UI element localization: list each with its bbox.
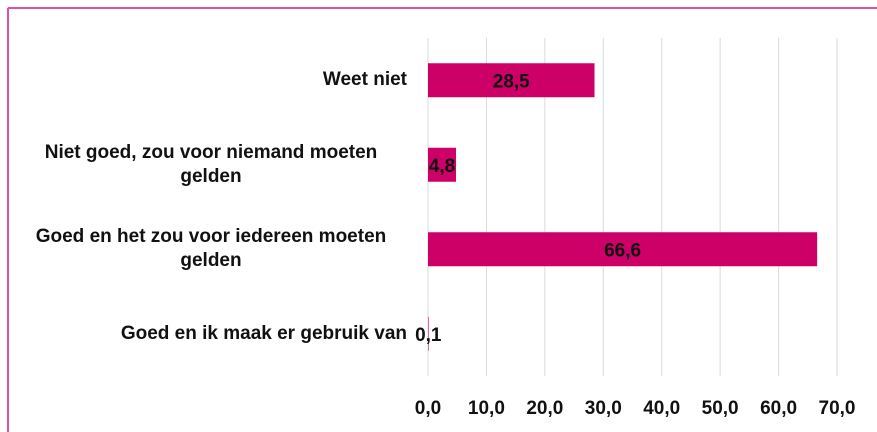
x-tick-label: 20,0	[526, 398, 563, 419]
bar	[428, 316, 429, 351]
y-tick-label: Goed en ik maak er gebruik van	[120, 322, 407, 344]
data-label: 28,5	[493, 71, 530, 92]
x-tick-label: 40,0	[643, 398, 680, 419]
y-tick-label-box: Niet goed, zou voor niemand moeten gelde…	[15, 141, 407, 189]
y-tick-label: Weet niet	[322, 69, 407, 91]
data-label: 4,8	[429, 156, 455, 177]
x-tick-label: 10,0	[468, 398, 505, 419]
x-tick-label: 60,0	[760, 398, 797, 419]
data-label: 66,6	[604, 240, 641, 261]
bar	[428, 63, 595, 98]
x-tick-label: 0,0	[415, 398, 441, 419]
y-tick-label-box: Weet niet	[15, 68, 407, 92]
bar	[428, 232, 818, 267]
y-tick-label: Goed en het zou voor iedereen moeten gel…	[35, 226, 387, 272]
bar	[428, 147, 457, 182]
y-tick-label: Niet goed, zou voor niemand moeten gelde…	[44, 141, 378, 187]
x-tick-label: 50,0	[702, 398, 739, 419]
x-tick-label: 70,0	[819, 398, 856, 419]
data-label: 0,1	[415, 325, 442, 346]
x-tick-label: 30,0	[585, 398, 622, 419]
y-tick-label-box: Goed en het zou voor iedereen moeten gel…	[15, 225, 407, 273]
y-tick-label-box: Goed en ik maak er gebruik van	[15, 322, 407, 346]
